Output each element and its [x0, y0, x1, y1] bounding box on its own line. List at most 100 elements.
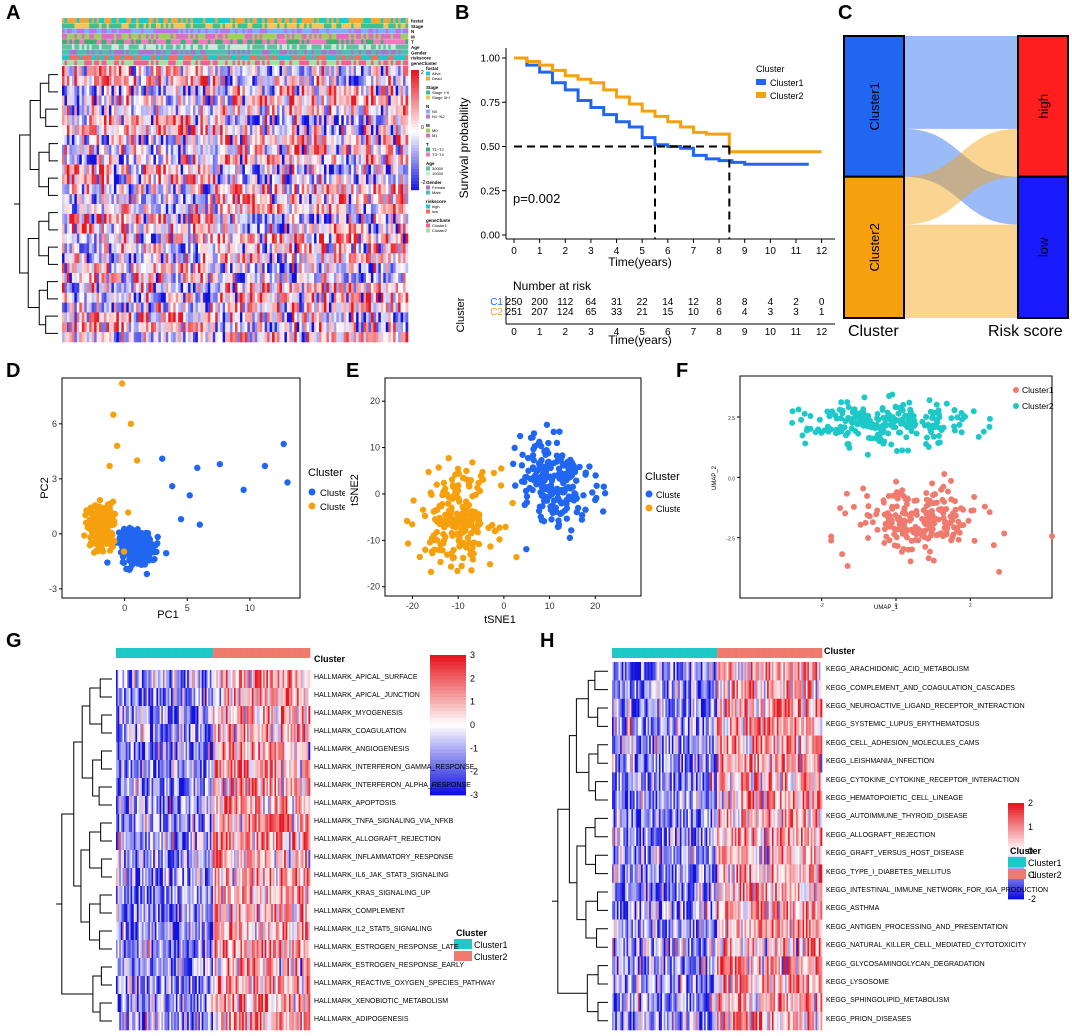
a-heatmap-cell: [267, 293, 270, 303]
a-heatmap-cell: [260, 214, 263, 224]
a-heatmap-cell: [331, 194, 334, 204]
a-heatmap-cell: [161, 273, 164, 283]
a-annotation-cell: [193, 50, 196, 55]
a-heatmap-cell: [344, 253, 347, 263]
a-heatmap-cell: [223, 155, 226, 165]
a-heatmap-cell: [99, 76, 102, 86]
a-heatmap-cell: [144, 322, 147, 332]
a-heatmap-cell: [228, 322, 231, 332]
a-heatmap-cell: [186, 204, 189, 214]
a-annotation-cell: [331, 29, 334, 34]
a-heatmap-cell: [331, 145, 334, 155]
a-heatmap-cell: [317, 303, 320, 313]
a-annotation-cell: [329, 23, 332, 28]
a-annotation-cell: [134, 18, 137, 23]
a-heatmap-cell: [121, 66, 124, 76]
a-heatmap-cell: [178, 96, 181, 106]
a-heatmap-cell: [297, 273, 300, 283]
a-annotation-cell: [82, 29, 85, 34]
a-annotation-cell: [77, 29, 80, 34]
a-heatmap-cell: [378, 86, 381, 96]
a-heatmap-cell: [153, 214, 156, 224]
a-heatmap-cell: [391, 312, 394, 322]
a-heatmap-cell: [331, 105, 334, 115]
a-heatmap-cell: [319, 263, 322, 273]
a-annotation-cell: [364, 55, 367, 60]
a-heatmap-cell: [183, 184, 186, 194]
a-heatmap-cell: [381, 76, 384, 86]
a-heatmap-cell: [191, 184, 194, 194]
a-annotation-cell: [193, 23, 196, 28]
a-annotation-cell: [126, 29, 129, 34]
a-heatmap-cell: [195, 96, 198, 106]
a-heatmap-cell: [114, 303, 117, 313]
a-heatmap-cell: [247, 194, 250, 204]
a-annotation-cell: [381, 39, 384, 44]
a-annotation-cell: [242, 55, 245, 60]
a-heatmap-cell: [277, 234, 280, 244]
a-heatmap-cell: [373, 135, 376, 145]
a-heatmap-cell: [87, 135, 90, 145]
a-heatmap-cell: [383, 293, 386, 303]
a-heatmap-cell: [67, 234, 70, 244]
a-annotation-cell: [349, 50, 352, 55]
a-heatmap-cell: [191, 125, 194, 135]
a-heatmap-cell: [366, 224, 369, 234]
a-heatmap-cell: [176, 273, 179, 283]
a-heatmap-cell: [208, 76, 211, 86]
a-annotation-cell: [336, 55, 339, 60]
a-heatmap-cell: [289, 184, 292, 194]
a-heatmap-cell: [186, 115, 189, 125]
a-annotation-cell: [331, 50, 334, 55]
a-heatmap-cell: [144, 214, 147, 224]
a-annotation-cell: [191, 60, 194, 65]
a-annotation-cell: [102, 50, 105, 55]
a-heatmap-cell: [275, 283, 278, 293]
a-heatmap-cell: [297, 155, 300, 165]
a-heatmap-cell: [292, 86, 295, 96]
a-heatmap-cell: [398, 263, 401, 273]
a-heatmap-cell: [67, 184, 70, 194]
a-heatmap-cell: [208, 283, 211, 293]
a-heatmap-cell: [124, 204, 127, 214]
a-annotation-cell: [277, 60, 280, 65]
a-annotation-cell: [124, 55, 127, 60]
a-heatmap-cell: [329, 105, 332, 115]
a-heatmap-cell: [168, 273, 171, 283]
a-heatmap-cell: [383, 155, 386, 165]
a-heatmap-cell: [339, 263, 342, 273]
a-annotation-cell: [173, 55, 176, 60]
a-annotation-cell: [89, 55, 92, 60]
a-annotation-cell: [109, 55, 112, 60]
a-annotation-cell: [344, 55, 347, 60]
a-heatmap-cell: [102, 86, 105, 96]
a-heatmap-cell: [74, 283, 77, 293]
a-annotation-cell: [391, 29, 394, 34]
a-heatmap-cell: [334, 66, 337, 76]
a-heatmap-cell: [104, 204, 107, 214]
a-heatmap-cell: [292, 135, 295, 145]
a-annotation-cell: [208, 55, 211, 60]
a-heatmap-cell: [141, 263, 144, 273]
a-annotation-cell: [393, 39, 396, 44]
a-heatmap-cell: [237, 105, 240, 115]
a-heatmap-cell: [109, 303, 112, 313]
a-heatmap-cell: [109, 105, 112, 115]
a-heatmap-cell: [245, 125, 248, 135]
a-heatmap-cell: [131, 263, 134, 273]
a-heatmap-cell: [262, 303, 265, 313]
a-heatmap-cell: [368, 105, 371, 115]
a-heatmap-cell: [339, 204, 342, 214]
a-annotation-cell: [314, 34, 317, 39]
a-heatmap-cell: [89, 165, 92, 175]
a-heatmap-cell: [324, 214, 327, 224]
a-heatmap-cell: [72, 96, 75, 106]
a-heatmap-cell: [240, 224, 243, 234]
a-heatmap-cell: [314, 243, 317, 253]
a-heatmap-cell: [193, 263, 196, 273]
a-annotation-cell: [141, 29, 144, 34]
a-annotation-cell: [279, 18, 282, 23]
a-heatmap-cell: [166, 283, 169, 293]
a-heatmap-cell: [341, 105, 344, 115]
a-heatmap-cell: [364, 96, 367, 106]
